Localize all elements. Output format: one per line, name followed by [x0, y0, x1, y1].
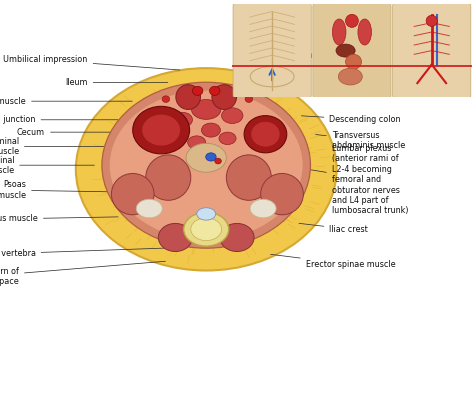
Text: Iliacus muscle: Iliacus muscle	[0, 214, 118, 223]
Text: Psoas
major muscle: Psoas major muscle	[0, 180, 123, 199]
Ellipse shape	[186, 143, 227, 172]
Text: Common iliac arteries: Common iliac arteries	[242, 51, 383, 66]
Ellipse shape	[102, 82, 310, 248]
Ellipse shape	[109, 90, 302, 240]
Ellipse shape	[173, 112, 192, 127]
Ellipse shape	[210, 86, 220, 95]
Text: Iliac crest: Iliac crest	[299, 223, 368, 234]
Ellipse shape	[188, 136, 206, 149]
Ellipse shape	[358, 19, 372, 45]
Ellipse shape	[146, 155, 191, 200]
Ellipse shape	[142, 114, 180, 146]
Ellipse shape	[250, 199, 276, 218]
Ellipse shape	[191, 100, 221, 119]
FancyBboxPatch shape	[313, 3, 391, 98]
Ellipse shape	[133, 107, 190, 154]
Ellipse shape	[227, 155, 271, 200]
Ellipse shape	[332, 19, 346, 45]
Ellipse shape	[244, 116, 287, 153]
Ellipse shape	[426, 15, 438, 26]
Text: Ileum: Ileum	[271, 86, 335, 95]
Ellipse shape	[176, 85, 201, 109]
Ellipse shape	[192, 86, 203, 95]
Text: Rectus abdominis muscle: Rectus abdominis muscle	[0, 97, 132, 106]
Ellipse shape	[76, 68, 337, 271]
Ellipse shape	[261, 173, 303, 215]
Text: Internal abdominal
oblique muscle: Internal abdominal oblique muscle	[0, 137, 104, 156]
Ellipse shape	[184, 212, 228, 246]
Text: External abdominal
oblique muscle: External abdominal oblique muscle	[0, 156, 94, 175]
Text: Erector spinae muscle: Erector spinae muscle	[271, 254, 395, 269]
Ellipse shape	[158, 223, 192, 252]
Ellipse shape	[137, 199, 162, 218]
Text: Ileum: Ileum	[65, 78, 168, 87]
Text: Body of L5 vertebra: Body of L5 vertebra	[0, 248, 170, 259]
Text: Umbilical impression: Umbilical impression	[3, 55, 180, 70]
Ellipse shape	[336, 44, 355, 57]
Text: Cecum: Cecum	[17, 128, 113, 137]
Ellipse shape	[251, 122, 280, 147]
Ellipse shape	[220, 223, 254, 252]
Ellipse shape	[197, 208, 216, 220]
Text: Ileocecal junction: Ileocecal junction	[0, 115, 118, 124]
Ellipse shape	[206, 153, 216, 161]
Text: Lumbar cistern of
subarachnoid space: Lumbar cistern of subarachnoid space	[0, 261, 165, 286]
Ellipse shape	[346, 54, 362, 69]
Text: Transversus
abdominis muscle: Transversus abdominis muscle	[316, 131, 405, 150]
Ellipse shape	[111, 173, 154, 215]
Ellipse shape	[215, 158, 221, 164]
Ellipse shape	[219, 132, 236, 145]
Ellipse shape	[221, 108, 243, 123]
Text: Ureter: Ureter	[271, 74, 338, 83]
Ellipse shape	[162, 96, 170, 102]
Text: Descending colon: Descending colon	[301, 115, 401, 124]
Text: Lumbar plexus
(anterior rami of
L2-4 becoming
femoral and
obturator nerves
and L: Lumbar plexus (anterior rami of L2-4 bec…	[311, 144, 408, 215]
Ellipse shape	[245, 96, 253, 102]
Ellipse shape	[338, 68, 362, 85]
FancyBboxPatch shape	[392, 3, 471, 98]
Ellipse shape	[346, 14, 358, 27]
Ellipse shape	[191, 218, 221, 240]
Ellipse shape	[201, 123, 220, 137]
Ellipse shape	[212, 85, 237, 109]
FancyBboxPatch shape	[233, 3, 311, 98]
